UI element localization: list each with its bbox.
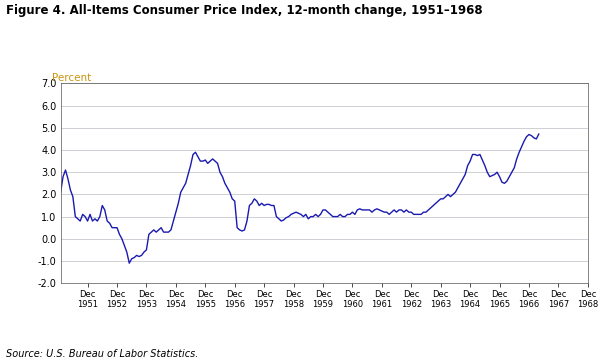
Text: Percent: Percent	[52, 73, 91, 83]
Text: Source: U.S. Bureau of Labor Statistics.: Source: U.S. Bureau of Labor Statistics.	[6, 349, 198, 359]
Text: Figure 4. All-Items Consumer Price Index, 12-month change, 1951–1968: Figure 4. All-Items Consumer Price Index…	[6, 4, 483, 17]
